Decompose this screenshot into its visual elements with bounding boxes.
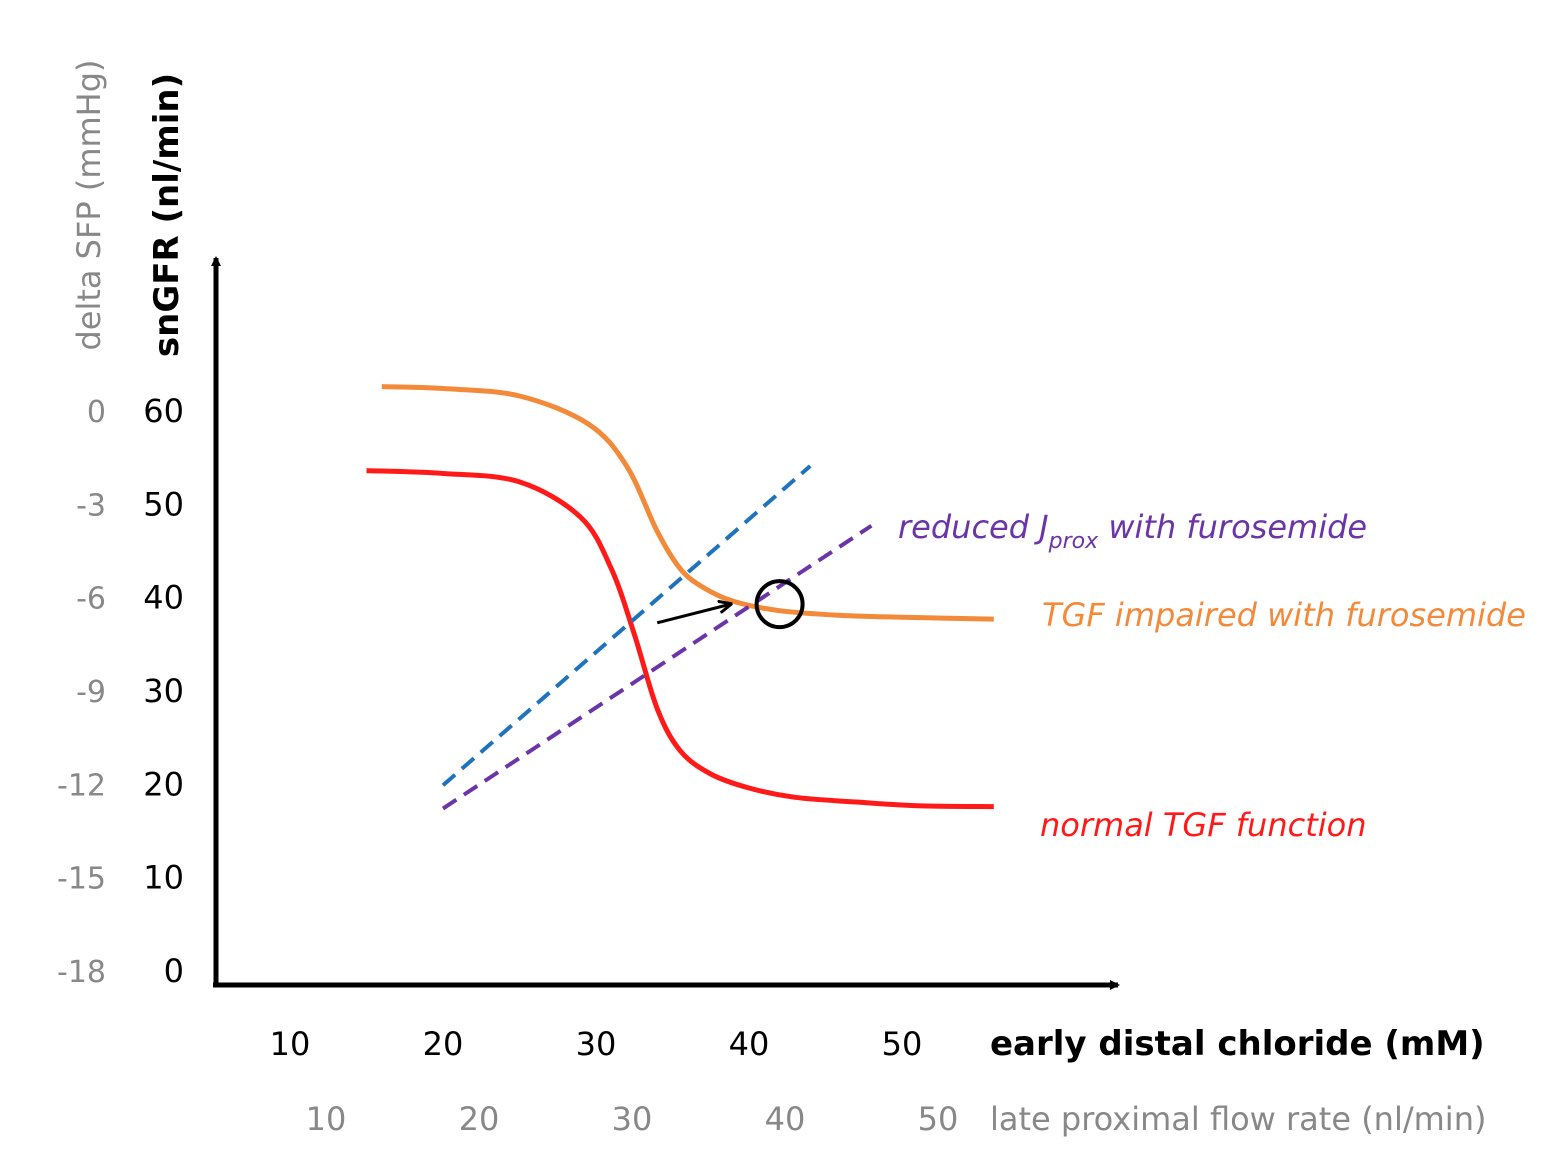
- y-tick-label: 20: [143, 765, 184, 803]
- series-tgf-impaired: [381, 384, 994, 622]
- x-tick-secondary-label: 30: [612, 1100, 653, 1138]
- series-normal-tgf: [366, 468, 994, 810]
- y-tick-label: 50: [143, 485, 184, 523]
- y-axis-label: snGFR (nl/min): [147, 73, 187, 357]
- y-tick-secondary-label: -18: [57, 955, 106, 990]
- y-tick-label: 0: [164, 952, 184, 990]
- y-tick-label: 60: [143, 392, 184, 430]
- series-label-reduced-jprox-pre: reduced J: [898, 508, 1049, 546]
- x-ticks: 10 20 30 40 50: [270, 1025, 923, 1063]
- y-tick-secondary-label: -9: [76, 675, 106, 710]
- series-reduced-jprox: [441, 524, 873, 811]
- y-tick-secondary-label: 0: [87, 395, 106, 430]
- y-tick-label: 40: [143, 579, 184, 617]
- series-label-reduced-jprox-sub: prox: [1048, 529, 1099, 554]
- x-tick-label: 40: [729, 1025, 770, 1063]
- y-tick-label: 10: [143, 859, 184, 897]
- x-axis-label: early distal chloride (mM): [990, 1024, 1485, 1064]
- annotation-layer: [656, 579, 805, 630]
- annotation-circle: [754, 579, 805, 630]
- y-ticks: 0 10 20 30 40 50 60: [143, 392, 184, 990]
- series-label-reduced-jprox: reduced Jprox with furosemide: [898, 508, 1367, 554]
- x-tick-label: 50: [882, 1025, 923, 1063]
- x-axis-secondary-label: late proximal flow rate (nl/min): [990, 1100, 1486, 1138]
- y-tick-label: 30: [143, 672, 184, 710]
- x-tick-label: 30: [576, 1025, 617, 1063]
- series-label-reduced-jprox-post: with furosemide: [1098, 508, 1367, 546]
- y-ticks-secondary: -18 -15 -12 -9 -6 -3 0: [57, 395, 106, 990]
- x-ticks-secondary: 10 20 30 40 50: [306, 1100, 959, 1138]
- x-tick-secondary-label: 40: [765, 1100, 806, 1138]
- series-label-tgf-impaired: TGF impaired with furosemide: [1042, 596, 1526, 634]
- y-tick-secondary-label: -15: [57, 862, 106, 897]
- x-tick-secondary-label: 10: [306, 1100, 347, 1138]
- x-tick-label: 20: [423, 1025, 464, 1063]
- series-label-normal-tgf: normal TGF function: [1040, 806, 1367, 844]
- y-tick-secondary-label: -3: [76, 488, 106, 523]
- y-axis-secondary-label: delta SFP (mmHg): [70, 59, 108, 350]
- x-tick-label: 10: [270, 1025, 311, 1063]
- x-tick-secondary-label: 50: [918, 1100, 959, 1138]
- y-tick-secondary-label: -6: [76, 582, 106, 617]
- series-dashed-blue: [441, 464, 812, 787]
- series-layer: [366, 384, 994, 811]
- x-tick-secondary-label: 20: [459, 1100, 500, 1138]
- annotation-arrow: [656, 604, 730, 625]
- y-tick-secondary-label: -12: [57, 768, 106, 803]
